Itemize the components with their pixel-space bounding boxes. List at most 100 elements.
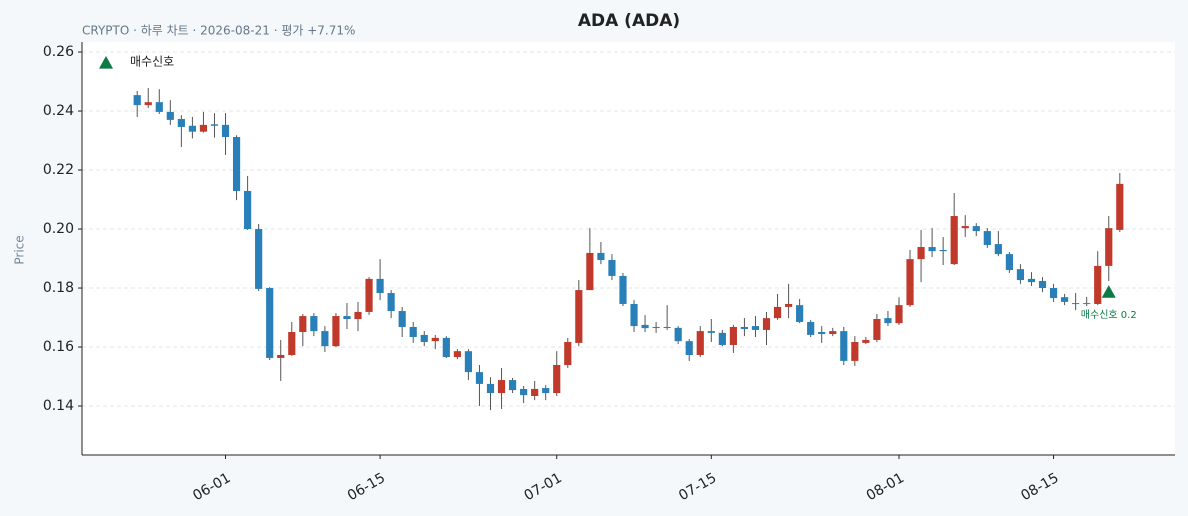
candle-body	[520, 388, 528, 396]
y-tick-label: 0.16	[43, 339, 74, 355]
candle-body	[840, 331, 848, 361]
signal-label: 매수신호 0.2	[1081, 309, 1137, 321]
candle-body	[1061, 297, 1069, 302]
y-tick-label: 0.22	[43, 162, 74, 178]
candle-body	[255, 229, 263, 289]
candle-body	[155, 102, 163, 112]
candle-body	[597, 252, 605, 261]
candle-body	[762, 318, 771, 330]
candle-body	[950, 216, 958, 265]
candle-body	[199, 124, 208, 132]
candle-body	[1116, 183, 1124, 230]
candle-body	[575, 290, 583, 343]
candle-body	[354, 311, 362, 320]
candle-body	[531, 388, 539, 396]
candle-body	[740, 326, 749, 330]
chart-title: ADA (ADA)	[578, 11, 680, 31]
candle-body	[266, 288, 274, 358]
candle-body	[210, 124, 219, 126]
candle-body	[707, 331, 715, 333]
candle-body	[453, 351, 461, 358]
x-tick-label: 07-15	[676, 470, 719, 504]
candle-body	[1016, 269, 1025, 281]
candle-body	[387, 293, 395, 312]
x-tick-label: 06-01	[190, 470, 233, 504]
candle-body	[409, 326, 417, 337]
candle-body	[542, 388, 550, 394]
candle-body	[751, 326, 760, 330]
candle-body	[862, 339, 870, 343]
y-tick-label: 0.14	[43, 398, 74, 414]
candle-body	[166, 111, 174, 120]
candle-body	[829, 331, 837, 335]
candle-body	[288, 331, 296, 355]
candle-body	[917, 247, 925, 260]
candle-body	[674, 327, 682, 342]
candle-body	[939, 249, 947, 252]
candle-body	[696, 331, 704, 355]
candle-body	[398, 311, 406, 327]
candle-body	[663, 326, 671, 328]
candle-body	[144, 102, 152, 106]
y-tick-label: 0.24	[43, 103, 74, 119]
candle-body	[486, 383, 495, 394]
candle-body	[851, 342, 859, 361]
candle-body	[420, 334, 428, 343]
candle-body	[232, 136, 241, 191]
candle-body	[796, 305, 804, 322]
y-tick-label: 0.26	[43, 44, 74, 60]
candle-body	[972, 226, 980, 232]
candle-body	[928, 247, 936, 252]
candle-body	[961, 226, 969, 229]
candle-body	[343, 316, 351, 320]
candle-body	[884, 318, 892, 324]
candle-body	[608, 260, 616, 276]
candle-body	[464, 351, 473, 373]
buy-signal	[1101, 285, 1116, 298]
candle-body	[431, 337, 439, 342]
candle-body	[630, 303, 638, 327]
y-tick-label: 0.20	[43, 221, 74, 237]
y-axis-label: Price	[13, 235, 27, 264]
candle-body	[177, 118, 185, 127]
candle-body	[244, 190, 252, 230]
candle-body	[586, 252, 594, 291]
candle-body	[310, 316, 318, 332]
candle-body	[1083, 303, 1091, 305]
candle-body	[564, 342, 572, 366]
candle-body	[773, 306, 782, 319]
candle-body	[619, 275, 627, 304]
candle-body	[718, 332, 726, 345]
candle-body	[983, 231, 991, 245]
y-tick-label: 0.18	[43, 280, 74, 296]
x-tick-label: 08-01	[864, 470, 907, 504]
candle-body	[475, 372, 484, 384]
chart-subtitle: CRYPTO · 하루 차트 · 2026-08-21 · 평가 +7.71%	[82, 24, 355, 38]
legend-marker	[99, 56, 113, 69]
x-tick-label: 06-15	[345, 470, 388, 504]
candle-body	[332, 316, 340, 347]
x-tick-label: 07-01	[522, 470, 565, 504]
legend-label: 매수신호	[130, 55, 174, 69]
candle-body	[994, 244, 1002, 255]
candle-body	[784, 303, 793, 307]
candle-body	[365, 278, 373, 312]
candle-body	[1005, 254, 1013, 271]
candle-body	[188, 125, 196, 132]
candle-body	[133, 95, 141, 106]
candle-body	[1094, 265, 1102, 304]
candle-body	[807, 321, 815, 335]
candle-body	[376, 278, 384, 294]
candle-body	[906, 259, 914, 306]
candle-body	[895, 305, 903, 324]
candle-body	[1038, 280, 1047, 289]
candle-body	[553, 365, 561, 394]
candle-body	[442, 337, 450, 358]
candle-body	[729, 326, 737, 345]
candle-body	[299, 316, 307, 332]
plot-area	[82, 42, 1175, 455]
candle-body	[873, 319, 881, 340]
candle-body	[1072, 303, 1080, 305]
candle-body	[652, 326, 660, 328]
candle-body	[221, 124, 230, 137]
